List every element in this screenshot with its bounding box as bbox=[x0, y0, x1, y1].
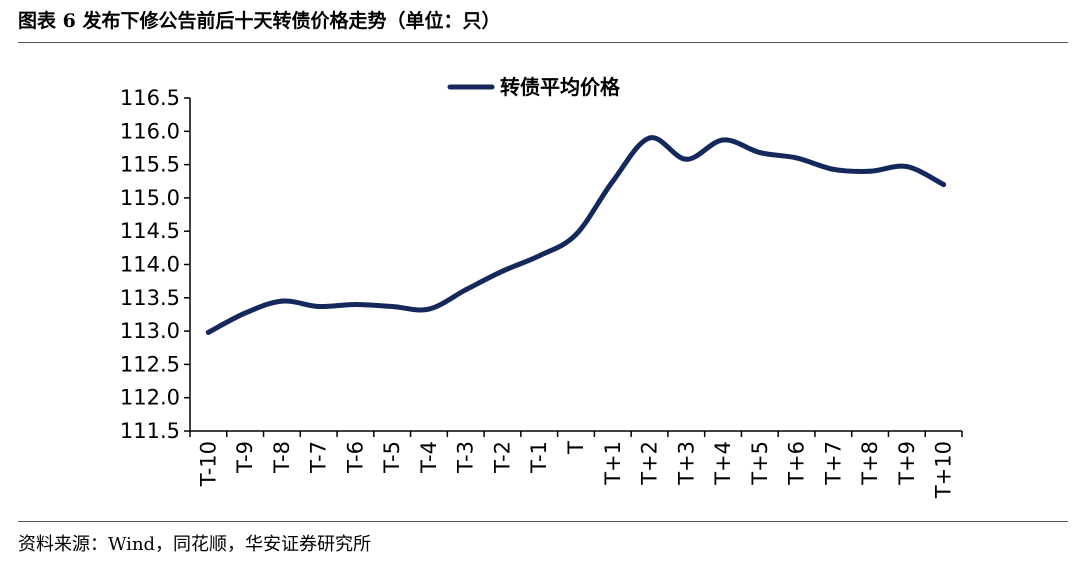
y-tick-label: 115.5 bbox=[120, 153, 180, 177]
data-point bbox=[683, 156, 689, 162]
x-tick-label: T-6 bbox=[343, 441, 367, 474]
y-tick-label: 111.5 bbox=[120, 419, 180, 443]
x-tick-label: T+7 bbox=[821, 441, 845, 486]
x-tick-label: T-9 bbox=[233, 441, 257, 474]
y-axis: 111.5 112.0 112.5 113.0 113.5 114.0 114.5 115.0… bbox=[120, 86, 191, 443]
data-point bbox=[426, 306, 432, 312]
line-chart: 转债平均价格 111.5 112.0 112.5 113.0 113.5 114.0 114… bbox=[120, 75, 963, 499]
x-tick-label: T+1 bbox=[601, 441, 625, 486]
x-tick-label: T+3 bbox=[674, 441, 698, 486]
data-point bbox=[720, 137, 726, 143]
chart-title: 图表 6 发布下修公告前后十天转债价格走势（单位：只） bbox=[18, 10, 501, 32]
x-tick-label: T-4 bbox=[417, 441, 441, 474]
x-tick-label: T-10 bbox=[196, 441, 220, 487]
y-tick-label: 116.5 bbox=[120, 86, 180, 110]
x-tick-label: T-7 bbox=[307, 441, 331, 474]
data-point bbox=[941, 182, 947, 188]
x-tick-label: T-5 bbox=[380, 441, 404, 474]
data-point bbox=[536, 253, 542, 259]
x-tick-label: T+4 bbox=[711, 441, 735, 486]
x-tick-label: T+8 bbox=[858, 441, 882, 486]
y-tick-label: 114.0 bbox=[120, 253, 180, 277]
top-divider bbox=[18, 42, 1068, 43]
data-point bbox=[830, 166, 836, 172]
x-tick-label: T-2 bbox=[490, 441, 514, 474]
data-point bbox=[389, 303, 395, 309]
y-tick-label: 112.5 bbox=[120, 352, 180, 376]
y-tick-label: 116.0 bbox=[120, 119, 180, 143]
x-tick-label: T+6 bbox=[785, 441, 809, 486]
x-axis: T-10 T-9 T-8 T-7 T-6 T-5 T-4 T-3 T-2 T-1 T T+1 T+2 T+… bbox=[189, 430, 963, 499]
legend: 转债平均价格 bbox=[447, 75, 621, 99]
data-point bbox=[757, 150, 763, 156]
x-tick-label: T+9 bbox=[895, 441, 919, 486]
data-point bbox=[647, 135, 653, 141]
y-tick-label: 115.0 bbox=[120, 186, 180, 210]
source-note: 资料来源：Wind，同花顺，华安证券研究所 bbox=[18, 534, 372, 555]
data-point bbox=[352, 301, 358, 307]
data-point bbox=[499, 268, 505, 274]
data-point bbox=[867, 168, 873, 174]
data-point bbox=[904, 164, 910, 170]
x-tick-label: T bbox=[564, 441, 588, 455]
data-point bbox=[463, 287, 469, 293]
x-tick-label: T+2 bbox=[638, 441, 662, 486]
y-tick-label: 114.5 bbox=[120, 219, 180, 243]
x-tick-label: T+5 bbox=[748, 441, 772, 486]
data-point bbox=[279, 298, 285, 304]
x-tick-label: T-8 bbox=[270, 441, 294, 474]
data-point bbox=[794, 155, 800, 161]
x-tick-label: T+10 bbox=[932, 441, 956, 499]
y-tick-label: 113.5 bbox=[120, 286, 180, 310]
x-tick-label: T-3 bbox=[454, 441, 478, 474]
data-point bbox=[573, 232, 579, 238]
x-tick-label: T-1 bbox=[527, 441, 551, 474]
data-point bbox=[205, 329, 211, 335]
bottom-divider bbox=[18, 521, 1068, 522]
data-point bbox=[316, 303, 322, 309]
y-tick-label: 113.0 bbox=[120, 319, 180, 343]
y-tick-label: 112.0 bbox=[120, 386, 180, 410]
data-point bbox=[242, 310, 248, 316]
data-point bbox=[610, 178, 616, 184]
legend-label: 转债平均价格 bbox=[500, 75, 621, 99]
